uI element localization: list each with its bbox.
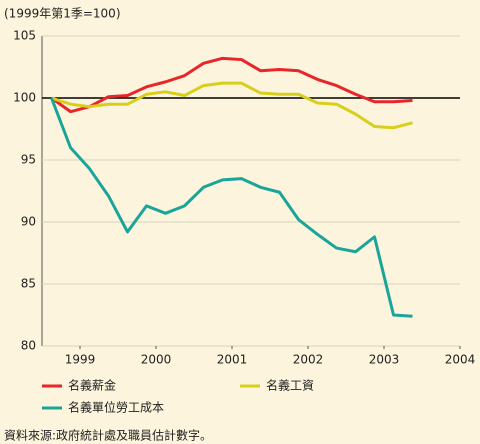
x-tick-label: 2003: [369, 353, 400, 367]
x-tick-label: 1999: [65, 353, 96, 367]
source-note: 資料來源:政府統計處及職員估計數字。: [4, 428, 212, 443]
y-tick-label: 90: [21, 215, 36, 229]
series-line: [51, 81, 413, 130]
x-tick-label: 2001: [217, 353, 248, 367]
x-tick-label: 2002: [293, 353, 324, 367]
y-tick-label: 100: [13, 91, 36, 105]
x-tick-label: 2000: [141, 353, 172, 367]
chart-subtitle: (1999年第1季=100): [4, 7, 121, 21]
series-line: [50, 97, 413, 318]
y-tick-label: 95: [21, 153, 36, 167]
y-tick-label: 80: [21, 339, 36, 353]
y-tick-label: 85: [21, 277, 36, 291]
legend-label: 名義單位勞工成本: [68, 400, 164, 415]
legend-label: 名義薪金: [68, 378, 116, 393]
series-line: [50, 56, 413, 114]
y-tick-label: 105: [13, 29, 36, 43]
legend-label: 名義工資: [266, 378, 314, 393]
x-tick-label: 2004: [445, 353, 476, 367]
